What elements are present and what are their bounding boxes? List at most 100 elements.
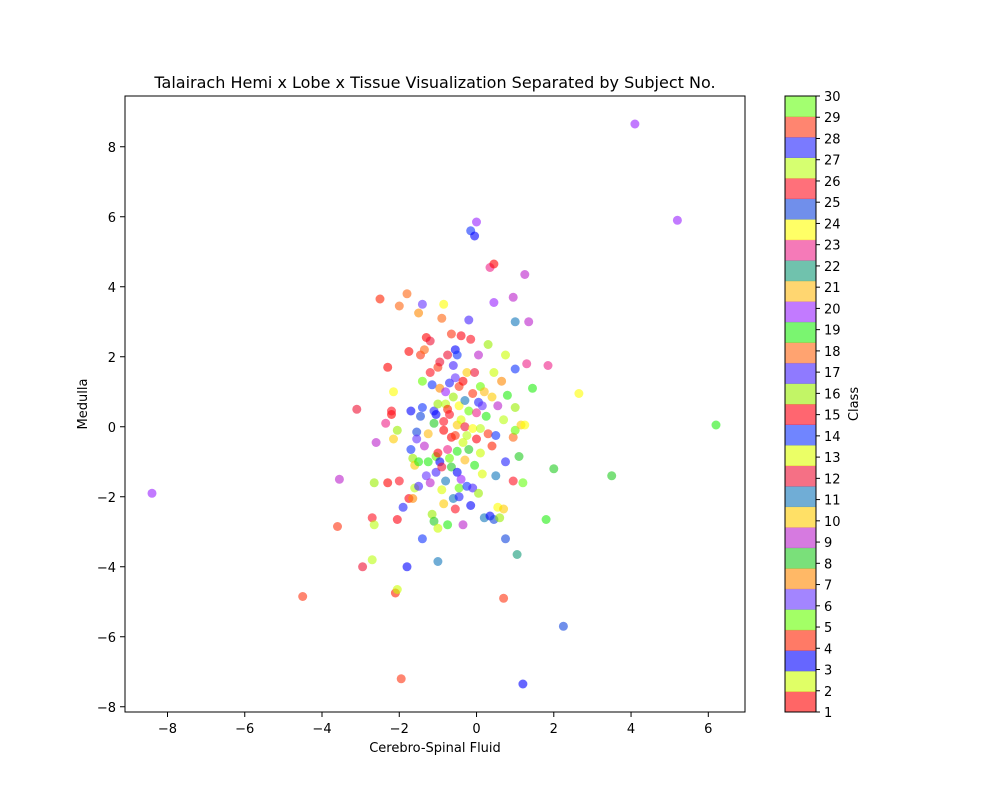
colorbar-tick-label: 24 [824,217,841,232]
data-point [474,350,483,360]
data-point [458,520,468,530]
plot-frame [124,95,746,713]
data-point [402,289,412,299]
data-point [711,420,721,430]
data-point [416,411,425,421]
colorbar-segment [785,650,816,672]
data-point [437,485,447,495]
data-point [508,432,518,442]
colorbar-segment [785,588,816,610]
data-point [443,520,453,530]
data-point [371,438,381,447]
data-point [439,417,449,426]
data-point [541,515,551,524]
colorbar-tick-label: 17 [824,366,841,381]
data-point [483,429,493,439]
data-point [607,471,617,481]
colorbar: 1234567891011121314151617181920212223242… [784,90,841,721]
data-point [474,488,483,498]
data-point [147,488,157,498]
data-point [423,457,433,467]
data-point [475,424,485,433]
colorbar-segment [785,383,816,405]
data-point [433,557,443,566]
colorbar-segment [785,691,816,713]
data-point [518,679,528,689]
data-point [481,411,491,421]
colorbar-tick-label: 29 [824,111,841,126]
data-point [543,361,553,370]
data-point [417,403,427,412]
data-point [448,361,458,370]
data-point [394,476,404,486]
colorbar-tick-label: 25 [824,196,841,211]
colorbar-segment [785,486,816,508]
data-point [472,434,481,444]
colorbar-segment [785,342,816,364]
data-point [499,504,509,514]
data-point [450,373,460,383]
data-point [483,340,493,349]
data-point [454,492,464,502]
data-point [508,292,518,302]
colorbar-tick-label: 5 [824,621,832,636]
data-point [433,523,443,533]
data-point [423,429,433,439]
data-point [367,513,377,523]
colorbar-tick-label: 6 [824,600,832,615]
data-point [452,446,462,456]
data-point [464,445,474,454]
colorbar-tick-label: 7 [824,579,832,594]
data-point [520,270,530,279]
data-point [528,383,537,393]
x-tick-label: 6 [704,722,712,737]
colorbar-tick-label: 11 [824,494,841,509]
y-tick-label: 0 [108,421,116,436]
data-point [298,592,308,601]
data-point [466,501,476,510]
data-point [510,403,520,412]
data-point [437,313,447,323]
data-point [489,259,499,269]
data-point [437,462,447,472]
data-point [441,476,451,486]
colorbar-segment [785,321,816,343]
colorbar-tick-label: 8 [824,557,832,572]
data-point [518,478,528,488]
colorbar-segment [785,362,816,384]
data-point [524,317,534,327]
y-tick-label: 4 [108,281,116,296]
data-point [443,445,453,454]
colorbar-tick-label: 16 [824,387,841,402]
colorbar-segment [785,301,816,323]
data-point [387,406,396,416]
x-tick-label: −2 [390,722,409,737]
data-point [497,376,507,386]
colorbar-tick-label: 10 [824,515,841,530]
data-point [456,474,466,484]
data-point [369,478,379,488]
colorbar-segment [785,137,816,158]
colorbar-tick-label: 30 [824,90,841,105]
data-point [402,562,412,572]
colorbar-segment [785,609,816,631]
y-tick-label: −2 [97,491,116,506]
data-point [450,431,460,440]
data-point [502,390,512,400]
colorbar-segment [785,527,816,549]
data-point [417,534,427,544]
data-point [433,448,443,458]
y-tick-label: −6 [97,631,116,646]
data-point [417,376,427,386]
data-point [367,555,377,565]
data-point [398,502,408,512]
x-tick-label: −4 [312,722,331,737]
colorbar-segment [785,670,816,692]
data-point [574,389,584,398]
colorbar-tick-label: 4 [824,642,832,657]
y-axis: −8 −6 −4 −2 0 2 4 6 8 [97,141,125,716]
colorbar-segment [785,198,816,220]
data-point [414,481,424,491]
data-point [404,347,414,356]
